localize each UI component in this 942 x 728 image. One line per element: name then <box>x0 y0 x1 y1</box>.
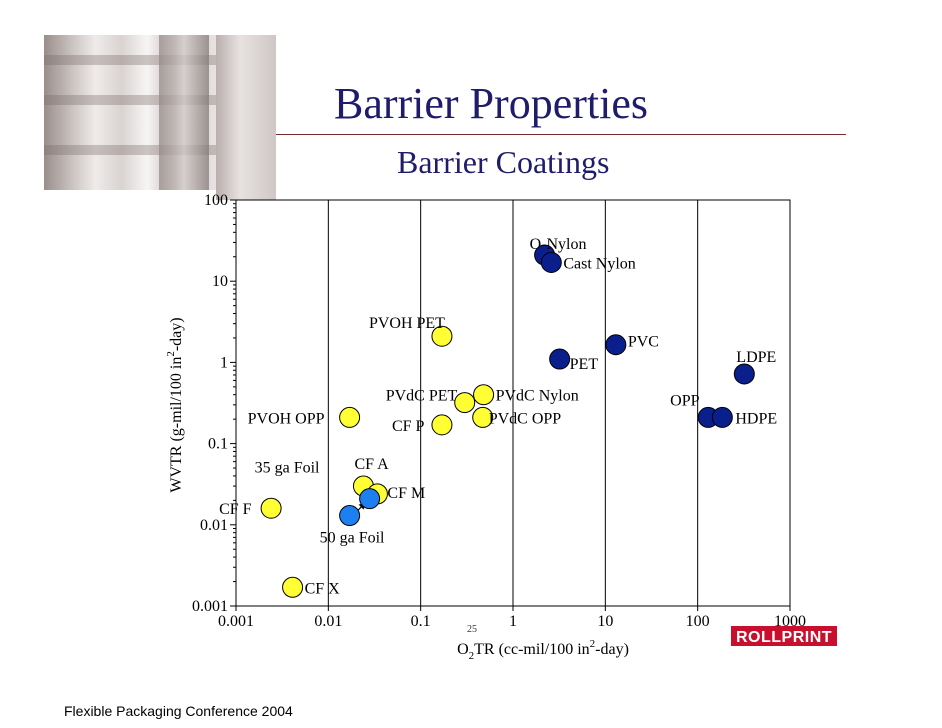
point-pvc <box>605 334 627 356</box>
label-50-ga-foil: 50 ga Foil <box>320 530 385 547</box>
point-cf-f <box>260 497 282 519</box>
x-tick-label: 10 <box>597 613 613 630</box>
label-cast-nylon: Cast Nylon <box>563 255 635 272</box>
label-pvoh-pet: PVOH PET <box>369 315 445 332</box>
footer-text: Flexible Packaging Conference 2004 <box>64 703 293 719</box>
label-hdpe: HDPE <box>735 410 777 427</box>
x-title-sub: 2 <box>469 650 475 662</box>
x-title-part: O <box>457 641 469 658</box>
title-rule <box>276 134 846 135</box>
x-tick-label: 0.1 <box>411 613 431 630</box>
label-pvdc-opp: PVdC OPP <box>489 410 562 427</box>
x-tick-label: 100 <box>686 613 710 630</box>
point-pvoh-pet <box>431 325 453 347</box>
tick-layer: 0.001 0.01 0.1 1 10 100 1000 0.001 0.01 0.1 1 10 100 <box>192 192 806 630</box>
point-ldpe <box>733 363 755 385</box>
label-cf-p: CF P <box>392 418 425 435</box>
label-opp: OPP <box>670 392 699 409</box>
label-pvoh-opp: PVOH OPP <box>248 410 325 427</box>
label-ldpe: LDPE <box>736 349 776 366</box>
x-tick-label: 0.01 <box>314 613 342 630</box>
slide-title: Barrier Properties <box>334 79 648 128</box>
photo-stripe <box>44 55 216 65</box>
y-tick-label: 0.1 <box>208 436 228 453</box>
point-pvdc-opp <box>472 406 494 428</box>
photo-roller <box>159 35 209 190</box>
y-tick-label: 100 <box>204 192 228 209</box>
x-axis-title: O2TR (cc-mil/100 in2-day) <box>457 638 629 662</box>
point-cf-x <box>282 576 304 598</box>
point-pvdc-pet <box>454 392 476 414</box>
point-hdpe <box>711 406 733 428</box>
point-layer <box>260 244 755 598</box>
y-tick-label: 1 <box>220 354 228 371</box>
x-tick-label: 1 <box>509 613 517 630</box>
label-pvdc-pet: PVdC PET <box>386 388 458 405</box>
point-cast-nylon <box>540 251 562 273</box>
y-tick-label: 0.01 <box>200 517 228 534</box>
photo-stripe <box>44 95 216 105</box>
y-axis-title: WVTR (g-mil/100 in2-day) <box>165 317 185 492</box>
axis-title-layer: O2TR (cc-mil/100 in2-day)WVTR (g-mil/100… <box>165 317 629 662</box>
x-tick-label: 1000 <box>774 613 806 630</box>
slide-subtitle: Barrier Coatings <box>397 144 610 180</box>
label-cf-x: CF X <box>305 580 341 597</box>
point-cf-p <box>431 414 453 436</box>
label-35-ga-foil: 35 ga Foil <box>255 460 320 477</box>
point-pet <box>549 348 571 370</box>
label-pvc: PVC <box>628 334 659 351</box>
point-50-ga-foil <box>339 505 361 527</box>
label-layer: O-Nylon Cast Nylon PVC PET LDPE OPP HDPE PVOH P… <box>219 236 777 597</box>
label-cf-m: CF M <box>387 485 425 502</box>
label-cf-f: CF F <box>219 501 252 518</box>
y-title-part: -day) <box>168 317 185 351</box>
rollprint-logo: ROLLPRINT <box>731 626 837 646</box>
label-cf-a: CF A <box>354 456 389 473</box>
photo-stripe <box>44 145 216 155</box>
y-tick-label: 10 <box>212 273 228 290</box>
film-roll-photo <box>44 35 216 190</box>
point-pvdc-nylon <box>473 384 495 406</box>
point-35-ga-foil <box>359 488 381 510</box>
y-title-sup: 2 <box>165 351 177 357</box>
y-tick-label: 0.001 <box>192 598 228 615</box>
label-o-nylon: O-Nylon <box>530 236 587 253</box>
x-title-sup: 2 <box>590 638 596 650</box>
label-pvdc-nylon: PVdC Nylon <box>496 388 579 405</box>
logo-text: ROLLPRINT <box>736 629 832 646</box>
film-roll-photo-edge <box>216 35 276 200</box>
x-title-part: -day) <box>595 641 629 658</box>
label-pet: PET <box>570 356 599 373</box>
x-tick-label: 0.001 <box>218 613 254 630</box>
page-number: 25 <box>467 624 477 635</box>
y-title-part: WVTR (g-mil/100 in <box>168 357 185 493</box>
point-pvoh-opp <box>339 406 361 428</box>
x-title-part: TR (cc-mil/100 in <box>474 641 590 658</box>
